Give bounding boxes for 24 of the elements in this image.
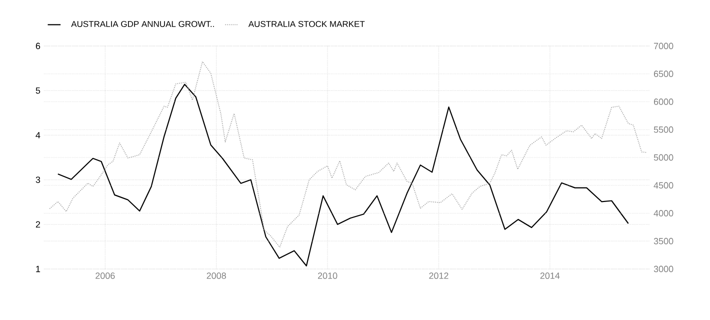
x-tick-label: 2012 [429,272,448,279]
y-tick-label: 3 [36,176,40,183]
y2-tick-label: 5000 [654,154,674,161]
y2-tick-label: 6500 [654,70,674,78]
y2-tick-label: 6000 [654,98,674,105]
line-series [57,84,629,266]
x-tick-label: 2014 [540,272,560,279]
y2-tick-label: 5500 [654,126,674,133]
y-tick-label: 2 [36,221,40,228]
y2-tick-label: 3500 [654,238,674,244]
legend-label: AUSTRALIA STOCK MARKET [248,20,365,27]
y-tick-label: 4 [36,132,40,138]
y-tick-label: 5 [36,87,40,94]
legend-label: AUSTRALIA GDP ANNUAL GROWT.. [71,20,214,27]
y2-tick-label: 4000 [654,210,674,216]
line-series [49,61,648,248]
y2-tick-label: 7000 [654,42,674,50]
y-tick-label: 1 [36,266,40,272]
y2-tick-label: 4500 [654,182,674,189]
y2-tick-label: 3000 [654,266,674,272]
x-tick-label: 2006 [96,272,115,279]
x-tick-label: 2010 [318,272,338,279]
x-tick-label: 2008 [206,272,226,279]
y-tick-label: 6 [36,42,40,50]
